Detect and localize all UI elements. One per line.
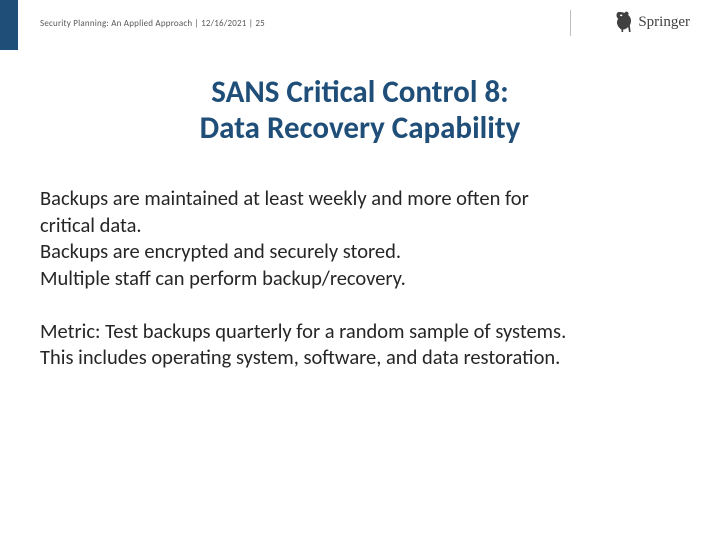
header-divider [570, 10, 571, 36]
body-line: Metric: Test backups quarterly for a ran… [40, 318, 680, 345]
body-line: critical data. [40, 212, 680, 239]
slide-body: Backups are maintained at least weekly a… [40, 185, 680, 371]
slide-title: SANS Critical Control 8: Data Recovery C… [0, 75, 720, 146]
body-line: This includes operating system, software… [40, 344, 680, 371]
header-meta: Security Planning: An Applied Approach |… [40, 18, 265, 29]
accent-bar [0, 0, 18, 50]
body-line: Backups are encrypted and securely store… [40, 238, 680, 265]
body-line: Backups are maintained at least weekly a… [40, 185, 680, 212]
body-line: Multiple staff can perform backup/recove… [40, 265, 680, 292]
title-line-1: SANS Critical Control 8: [0, 75, 720, 111]
title-line-2: Data Recovery Capability [0, 111, 720, 147]
publisher-logo: Springer [614, 10, 690, 34]
publisher-name: Springer [638, 14, 690, 31]
springer-horse-icon [614, 10, 634, 34]
